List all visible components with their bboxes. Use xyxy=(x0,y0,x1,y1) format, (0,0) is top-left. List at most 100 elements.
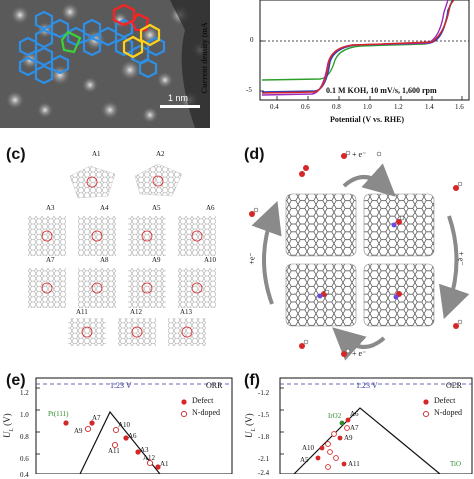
electron-label-left: +e⁻ xyxy=(247,252,257,265)
orr-point-pt111 xyxy=(63,420,69,426)
orr-y-axis-label: UL (V) xyxy=(2,413,15,438)
structure-a13 xyxy=(168,318,206,346)
site-label-a4: A4 xyxy=(100,204,109,212)
structure-a8 xyxy=(78,268,116,308)
structure-a10 xyxy=(178,268,216,308)
orr-volcano-panel: 1.23 V ORR 1.2 1.0 0.8 0.6 0.4 UL (V) Pt… xyxy=(0,372,236,479)
oer-legend-ndoped-marker xyxy=(422,410,430,418)
panel-letter-d: (d) xyxy=(244,146,265,163)
site-label-a9: A9 xyxy=(152,256,161,264)
orr-label-a9: A9 xyxy=(74,427,83,435)
orr-label-a3: A3 xyxy=(140,446,149,454)
orr-reaction-label: ORR xyxy=(206,381,223,390)
oer-point-a11 xyxy=(341,461,347,467)
orr-y-tick-4: 0.6 xyxy=(20,455,29,463)
oer-volcano-line xyxy=(293,407,441,475)
orr-legend-ndoped: N-doped xyxy=(192,408,220,417)
site-label-a11: A11 xyxy=(76,308,88,316)
structure-a3 xyxy=(28,216,66,256)
structure-a2 xyxy=(134,163,183,197)
oer-reaction-label: OER xyxy=(446,381,462,390)
x-tick-14: 1.4 xyxy=(425,103,434,111)
site-label-a3: A3 xyxy=(46,204,55,212)
y-tick-neg5: -5 xyxy=(246,86,252,94)
orr-label-a7: A7 xyxy=(92,414,101,422)
site-label-a12: A12 xyxy=(130,308,143,316)
oer-y-axis-label: UL (V) xyxy=(244,413,257,438)
orr-y-label-sub: L xyxy=(8,428,15,432)
reaction-cycle-diagram xyxy=(249,150,470,361)
site-label-a13: A13 xyxy=(180,308,193,316)
orr-point-a1 xyxy=(155,464,161,470)
orr-y-label-unit: (V) xyxy=(2,413,12,426)
tem-image-panel: 1 nm xyxy=(0,0,210,128)
oer-y-label-unit: (V) xyxy=(244,413,254,426)
oer-legend-ndoped: N-doped xyxy=(434,408,462,417)
purple-curve xyxy=(261,0,449,96)
orr-point-a7 xyxy=(89,420,95,426)
site-label-a8: A8 xyxy=(100,256,109,264)
oer-point-iro2 xyxy=(339,420,345,426)
orr-label-a1: A1 xyxy=(160,460,169,468)
red-curve xyxy=(261,0,455,94)
sheet-top-left xyxy=(285,193,357,257)
orr-legend-defect: Defect xyxy=(192,396,214,405)
oer-legend-defect: Defect xyxy=(434,396,456,405)
oer-label-a7: A7 xyxy=(350,424,359,432)
orr-label-a6: A6 xyxy=(128,432,137,440)
y-tick-0: 0 xyxy=(250,36,254,44)
electron-label-top: + e⁻ xyxy=(352,150,367,159)
defect-structures-grid xyxy=(28,163,216,346)
structure-a6 xyxy=(178,216,216,256)
orr-y-tick-5: 0.4 xyxy=(20,471,29,479)
lsv-panel: Current density (mA 0 -5 0.1 M KOH, 10 m… xyxy=(200,0,474,136)
oer-label-a9: A9 xyxy=(344,434,353,442)
defect-structures-panel: A1 A2 A3 A4 A5 A6 A7 A8 A9 A10 A11 A12 A… xyxy=(0,146,236,346)
panel-letter-e: (e) xyxy=(6,372,26,389)
x-tick-06: 0.6 xyxy=(301,103,310,111)
oer-point-a9 xyxy=(337,435,343,441)
oer-legend-defect-marker xyxy=(423,399,429,405)
panel-letter-f: (f) xyxy=(244,372,260,389)
x-tick-16: 1.6 xyxy=(455,103,464,111)
oer-label-a5: A5 xyxy=(300,456,309,464)
scale-bar xyxy=(160,105,200,108)
x-tick-10: 1.0 xyxy=(363,103,372,111)
orr-label-a11: A11 xyxy=(108,447,120,455)
orr-point-a3 xyxy=(135,449,141,455)
oer-ref-label: 1.23 V xyxy=(356,381,378,390)
oer-point-a10 xyxy=(319,445,325,451)
x-tick-12: 1.2 xyxy=(394,103,403,111)
orr-y-tick-1: 1.2 xyxy=(20,389,29,397)
iro2-label: IrO2 xyxy=(328,412,342,420)
tio-label: TiO xyxy=(450,460,462,468)
site-label-a2: A2 xyxy=(156,150,165,158)
orr-point-a6 xyxy=(123,435,129,441)
lsv-chart xyxy=(259,0,470,101)
oer-point-a7 xyxy=(344,425,350,431)
oer-y-tick-1: -1.2 xyxy=(258,389,270,397)
structure-a4 xyxy=(78,216,116,256)
orr-point-a11 xyxy=(111,441,119,449)
site-label-a10: A10 xyxy=(204,256,217,264)
oer-point-a6 xyxy=(345,417,351,423)
orr-y-tick-2: 1.0 xyxy=(20,411,29,419)
x-tick-08: 0.8 xyxy=(332,103,341,111)
site-label-a6: A6 xyxy=(206,204,215,212)
oer-y-tick-3: -1.8 xyxy=(258,433,270,441)
green-curve xyxy=(261,0,453,81)
structure-a11 xyxy=(68,318,106,346)
legend-ndoped-marker xyxy=(180,410,188,418)
site-label-a1: A1 xyxy=(92,150,101,158)
tem-image xyxy=(0,0,210,128)
reaction-cycle-panel: + e⁻ + e⁻ + e⁻ +e⁻ xyxy=(244,146,474,368)
orr-point-a9 xyxy=(84,425,92,433)
structure-a7 xyxy=(28,268,66,308)
orr-point-a12 xyxy=(146,459,154,467)
oer-y-label-main: U xyxy=(244,431,254,439)
y-axis-label-b: Current density (mA xyxy=(200,22,209,94)
structure-a12 xyxy=(118,318,156,346)
oer-label-a11: A11 xyxy=(348,460,360,468)
lsv-frame xyxy=(259,0,470,101)
orr-ref-label: 1.23 V xyxy=(110,381,132,390)
